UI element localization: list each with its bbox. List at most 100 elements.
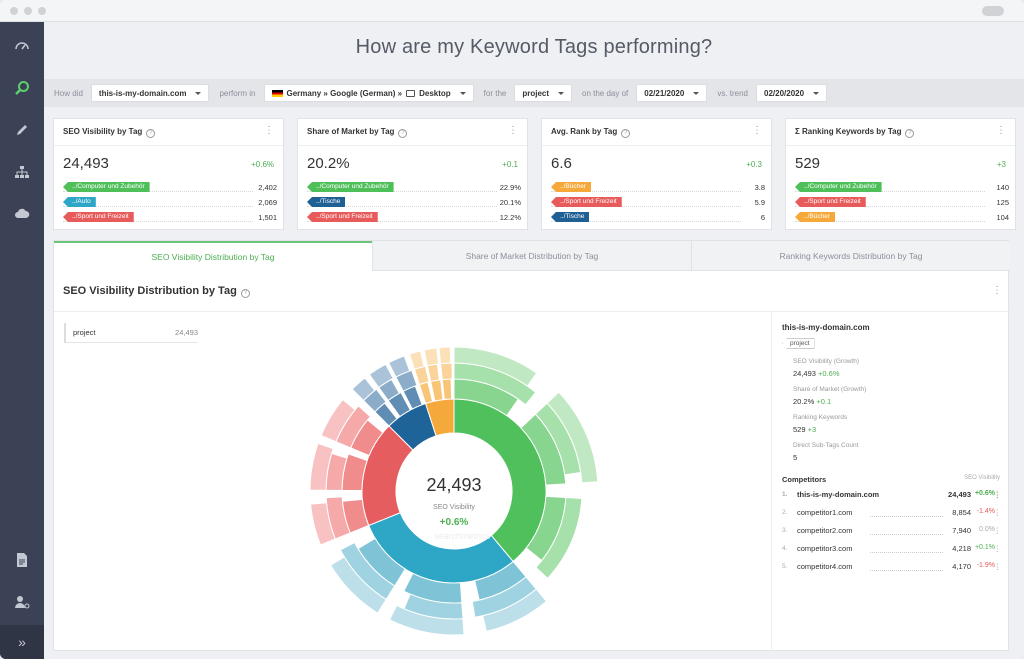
compare-date-select[interactable]: 02/20/2020 [756,84,828,102]
divider [542,145,771,146]
sunburst-segment[interactable] [329,556,387,614]
competitor-row[interactable]: 5. competitor4.com 4,170 -1.9% ⋮ [782,562,1001,574]
card-title-text: Avg. Rank by Tag [551,127,618,136]
metric-card: Avg. Rank by Tag? ⋮ 6.6 +0.3 ../Bücher 3.8 ../… [541,118,772,230]
tag-label[interactable]: ../Sport und Freizeit [795,197,866,207]
tag-select[interactable]: project [514,84,573,102]
tab-ranking-keywords[interactable]: Ranking Keywords Distribution by Tag [691,241,1010,271]
tag-label[interactable]: ../Tische [307,197,346,207]
domain-select[interactable]: this-is-my-domain.com [90,84,210,102]
details-domain: this-is-my-domain.com [782,323,870,332]
cloud-icon[interactable] [0,200,44,228]
date-select[interactable]: 02/21/2020 [636,84,708,102]
sunburst-segment[interactable] [351,377,376,402]
tag-label[interactable]: ../Sport und Freizeit [63,212,134,222]
competitor-rank: 1. [782,491,788,498]
dotted-leader [870,516,943,517]
sunburst-segment[interactable] [408,350,425,370]
sunburst-segment[interactable] [453,398,547,563]
competitor-value: 4,218 [952,544,971,553]
window-titlebar [0,0,1024,22]
help-icon[interactable]: ? [398,129,408,138]
tag-select-value: project [522,88,550,98]
user-settings-icon[interactable] [0,588,44,616]
dotted-leader [551,206,741,207]
sunburst-segment[interactable] [310,502,336,546]
keyword-research-icon[interactable] [0,74,44,102]
competitor-name: competitor1.com [797,508,853,517]
metric-label: Direct Sub-Tags Count [793,442,859,449]
more-menu-icon[interactable]: ⋮ [992,285,1002,296]
panel-title: SEO Visibility Distribution by Tag? [63,285,250,298]
more-menu-icon[interactable]: ⋮ [993,508,1002,517]
tag-label[interactable]: ../Sport und Freizeit [307,212,378,222]
more-menu-icon[interactable]: ⋮ [996,125,1006,136]
sunburst-segment[interactable] [320,398,356,443]
sunburst-segment[interactable] [388,604,465,636]
tag-value: 22.9% [499,183,521,192]
card-title-text: Σ Ranking Keywords by Tag [795,127,902,136]
tag-tree-row[interactable]: project 24,493 [64,323,198,343]
more-menu-icon[interactable]: ⋮ [752,125,762,136]
tag-label[interactable]: ../Bücher [795,212,836,222]
help-icon[interactable]: ? [240,289,250,298]
competitor-name: competitor2.com [797,526,853,535]
competitor-row[interactable]: 2. competitor1.com 8,854 -1.4% ⋮ [782,508,1001,520]
competitor-row[interactable]: 4. competitor3.com 4,218 +0.1% ⋮ [782,544,1001,556]
competitor-row[interactable]: 1. this-is-my-domain.com 24,493 +0.6% ⋮ [782,490,1001,502]
window-dot[interactable] [10,7,18,15]
sunburst-segment[interactable] [368,363,394,389]
tag-label[interactable]: ../Tische [551,212,590,222]
more-menu-icon[interactable]: ⋮ [993,490,1002,499]
tag-label[interactable]: ../Bücher [551,182,592,192]
more-menu-icon[interactable]: ⋮ [264,125,274,136]
more-menu-icon[interactable]: ⋮ [993,526,1002,535]
window-dot[interactable] [38,7,46,15]
sunburst-segment[interactable] [441,378,453,401]
sunburst-segment[interactable] [309,442,334,491]
metric-card: Σ Ranking Keywords by Tag? ⋮ 529 +3 ../Compu… [785,118,1016,230]
sunburst-segment[interactable] [430,379,444,402]
more-menu-icon[interactable]: ⋮ [993,544,1002,553]
expand-sidebar-icon[interactable]: » [0,625,44,659]
sunburst-segment[interactable] [426,363,440,383]
tag-label[interactable]: ../Auto [63,197,96,207]
tab-seo-visibility[interactable]: SEO Visibility Distribution by Tag [54,241,372,271]
report-file-icon[interactable] [0,546,44,574]
filter-label: for the [483,88,507,98]
divider [298,145,527,146]
sunburst-segment[interactable] [387,355,411,378]
sunburst-segment[interactable] [453,346,538,387]
tag-label[interactable]: ../Sport und Freizeit [551,197,622,207]
help-icon[interactable]: ? [905,129,915,138]
sunburst-chart[interactable]: 24,493 SEO Visibility +0.6% searchmetric… [284,311,624,651]
divider [54,311,1010,312]
pencil-icon[interactable] [0,116,44,144]
help-icon[interactable]: ? [621,129,631,138]
sunburst-segment[interactable] [423,347,440,367]
card-title-text: SEO Visibility by Tag [63,127,143,136]
sitemap-icon[interactable] [0,158,44,186]
more-menu-icon[interactable]: ⋮ [993,562,1002,571]
panel-title-text: SEO Visibility Distribution by Tag [63,285,237,297]
chevron-down-icon [693,91,700,95]
dotted-leader [551,221,741,222]
tag-label[interactable]: ../Computer und Zubehör [307,182,394,192]
tab-share-of-market[interactable]: Share of Market Distribution by Tag [372,241,691,271]
sunburst-segment[interactable] [546,391,599,484]
speedometer-icon[interactable] [0,32,44,60]
more-menu-icon[interactable]: ⋮ [508,125,518,136]
tag-row: ../Computer und Zubehör 22.9% [307,182,521,193]
tag-label[interactable]: ../Computer und Zubehör [63,182,150,192]
sunburst-segment[interactable] [535,496,583,580]
sunburst-segment[interactable] [438,346,452,365]
competitor-row[interactable]: 3. competitor2.com 7,940 0.0% ⋮ [782,526,1001,538]
tag-label[interactable]: ../Computer und Zubehör [795,182,882,192]
help-icon[interactable]: ? [146,129,156,138]
details-panel: this-is-my-domain.com project SEO Visibi… [771,311,1010,652]
sunburst-segment[interactable] [440,362,453,381]
market-select[interactable]: Germany » Google (German) » Desktop [263,84,474,102]
window-dot[interactable] [24,7,32,15]
sunburst-segment[interactable] [418,381,434,405]
sunburst-segment[interactable] [482,588,548,632]
